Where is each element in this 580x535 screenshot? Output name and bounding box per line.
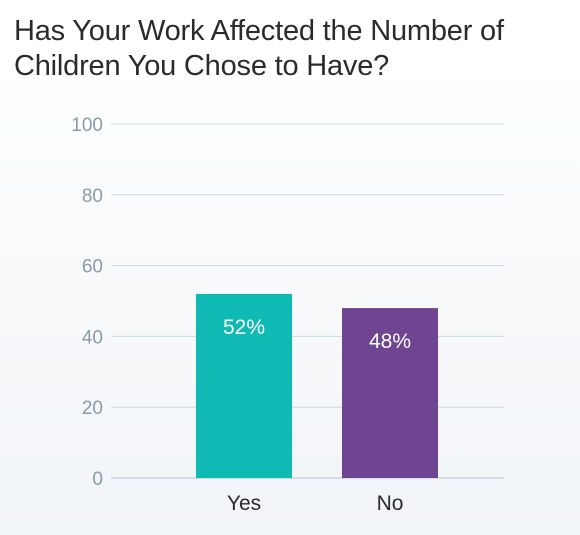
chart-title-line-2: Children You Chose to Have?	[14, 50, 390, 82]
y-tick-label-0: 0	[92, 469, 103, 490]
x-tick-label-yes: Yes	[227, 492, 261, 515]
y-tick-label-80: 80	[82, 186, 103, 207]
y-tick-label-60: 60	[82, 257, 103, 278]
chart-title: Has Your Work Affected the Number of Chi…	[14, 14, 570, 84]
y-tick-label-100: 100	[71, 115, 103, 136]
bar-yes	[196, 293, 292, 478]
bar-no	[342, 308, 438, 478]
y-tick-label-20: 20	[82, 398, 103, 419]
y-tick-label-40: 40	[82, 327, 103, 348]
chart-title-line-1: Has Your Work Affected the Number of	[14, 15, 504, 47]
x-tick-label-no: No	[377, 492, 404, 515]
data-label-yes: 52%	[223, 316, 265, 339]
data-label-no: 48%	[369, 330, 411, 353]
